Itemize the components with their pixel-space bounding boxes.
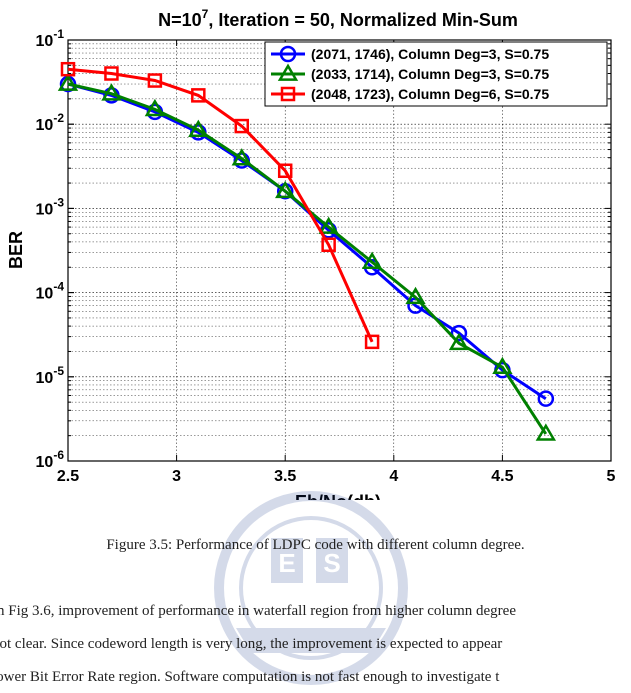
x-axis-label: Eb/No(db) (295, 492, 381, 500)
series-3-point (234, 118, 250, 134)
chart-title: N=107, Iteration = 50, Normalized Min-Su… (158, 7, 518, 30)
series-3-point (147, 73, 163, 88)
series-2-point (448, 332, 470, 351)
x-tick-label: 4 (389, 468, 398, 485)
legend-label: (2048, 1723), Column Deg=6, S=0.75 (311, 86, 549, 102)
svg-text:E: E (278, 548, 295, 578)
y-tick-label: 10-4 (36, 280, 65, 303)
series-3-point (104, 66, 119, 81)
series-2-point (275, 180, 296, 199)
legend-box (264, 41, 608, 107)
legend-marker (279, 45, 297, 63)
ber-chart: 2.5 3 3.5 4 4.5 5 10-1 10-2 10-3 10-4 10-5 10-6 (20… (6, 7, 616, 500)
y-tick-label: 10-5 (36, 364, 65, 387)
legend: (2071, 1746), Column Deg=3, S=0.75 (2033,… (264, 41, 608, 107)
series-3-point (321, 237, 336, 253)
series-group (57, 61, 557, 441)
series-2-point (535, 423, 557, 441)
series-2-point (57, 73, 79, 91)
series-3-point (277, 163, 293, 178)
series-3-line (67, 67, 374, 343)
series-2-point (405, 286, 426, 305)
series-2-point (361, 251, 383, 269)
plot-frame (67, 39, 612, 462)
series-2-point (144, 98, 166, 117)
y-axis-label: BER (6, 231, 26, 269)
legend-label: (2071, 1746), Column Deg=3, S=0.75 (311, 46, 549, 62)
series-1-point (450, 324, 468, 342)
x-tick-label: 3 (172, 468, 181, 485)
series-1-point (537, 390, 555, 407)
x-tick-label: 4.5 (491, 468, 513, 485)
y-tick-label: 10-6 (36, 448, 65, 471)
series-2-line (67, 82, 548, 435)
x-tick-label: 5 (607, 468, 616, 485)
series-3-point (60, 61, 76, 77)
x-tick-label: 2.5 (57, 468, 79, 485)
series-2-point (101, 83, 122, 101)
series-3-point (191, 88, 206, 103)
x-tick-label: 3.5 (274, 468, 296, 485)
legend-marker (280, 86, 296, 102)
axis-ticks: 2.5 3 3.5 4 4.5 5 10-1 10-2 10-3 10-4 10-5 10-6 (36, 27, 616, 485)
series-3-point (364, 334, 380, 350)
university-seal-watermark: E S (196, 488, 426, 688)
paragraph-line-3: lower Bit Error Rate region. Software co… (0, 669, 500, 685)
series-2-point (492, 356, 513, 375)
series-2-point (318, 216, 339, 234)
svg-text:S: S (323, 548, 340, 578)
series-2-point (188, 119, 209, 137)
legend-marker (277, 63, 299, 81)
y-tick-label: 10-1 (36, 27, 65, 50)
legend-label: (2033, 1714), Column Deg=3, S=0.75 (311, 66, 549, 82)
y-tick-label: 10-3 (36, 195, 65, 218)
paragraph-line-1: In Fig 3.6, improvement of performance i… (0, 603, 516, 619)
figure-caption: Figure 3.5: Performance of LDPC code wit… (106, 537, 525, 553)
paragraph-line-2: not clear. Since codeword length is very… (0, 636, 503, 652)
y-tick-label: 10-2 (36, 111, 65, 134)
series-2-point (231, 148, 252, 166)
